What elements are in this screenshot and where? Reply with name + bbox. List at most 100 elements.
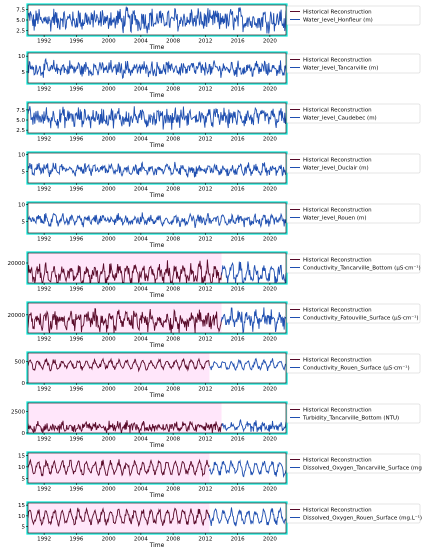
subplot-10: 5 10 15 1992 1996 2000 2004 2008 2012 2016 2020 Tim… <box>18 451 422 499</box>
x-tick-label: 2008 <box>166 237 180 243</box>
plot-area <box>28 106 286 130</box>
x-tick-label: 2020 <box>263 487 277 493</box>
y-tick-label: 10 <box>18 203 25 209</box>
reconstruction-region-shade <box>28 453 210 483</box>
x-tick-label: 2000 <box>102 387 116 393</box>
subplot-5: 5 10 1992 1996 2000 2004 2008 2012 2016 2020 Time H… <box>18 201 421 249</box>
subplot-8: 0 500 1992 1996 2000 2004 2008 2012 2016 2020 Time… <box>15 351 421 399</box>
subplot-highlight-box <box>26 151 288 185</box>
reconstruction-region-shade <box>28 353 210 383</box>
subplot-9: 0 2500 1992 1996 2000 2004 2008 2012 2016 2020 Tim… <box>11 401 421 449</box>
x-tick-label: 2004 <box>134 87 148 93</box>
reconstruction-region-shade <box>28 503 210 533</box>
legend-label-observed: Water_level_Caudebec (m) <box>303 116 377 122</box>
x-tick-label: 2000 <box>102 237 116 243</box>
x-tick-label: 2016 <box>231 387 245 393</box>
legend-box <box>286 5 421 26</box>
x-tick-label: 1992 <box>37 237 51 243</box>
y-tick-label: 7.5 <box>16 7 25 13</box>
historical-reconstruction-line <box>28 259 222 283</box>
x-axis-label: Time <box>149 92 165 99</box>
y-tick-label: 5.0 <box>16 18 25 24</box>
x-tick-label: 2008 <box>166 487 180 493</box>
y-tick-label: 20000 <box>8 313 26 319</box>
x-tick-label: 2004 <box>134 237 148 243</box>
x-tick-label: 2000 <box>102 87 116 93</box>
x-axis-label: Time <box>149 192 165 199</box>
x-tick-label: 1992 <box>37 487 51 493</box>
y-tick-label: 5 <box>22 70 26 76</box>
plot-frame <box>27 102 287 134</box>
subplot-3: 2.5 5.0 7.5 1992 1996 2000 2004 2008 2012 2016 202… <box>16 101 421 149</box>
y-tick-label: 0 <box>22 381 26 387</box>
observed-series-line <box>221 307 286 333</box>
x-axis-label: Time <box>149 342 165 349</box>
legend-label-observed: Water_level_Rouen (m) <box>303 216 367 222</box>
legend: Historical Reconstruction Water_level_Rou… <box>286 203 421 224</box>
legend: Historical ReconstructionDissolved_Oxyge… <box>286 503 422 524</box>
y-tick-label: 0 <box>22 431 26 437</box>
x-tick-label: 2020 <box>263 437 277 443</box>
subplot-1: 2.5 5.0 7.5 1992 1996 2000 2004 2008 2012 2016 202… <box>16 3 421 51</box>
plot-frame <box>27 252 287 284</box>
x-axis-label: Time <box>149 442 165 449</box>
x-tick-label: 1996 <box>69 39 83 45</box>
subplot-2: 5 10 1992 1996 2000 2004 2008 2012 2016 2020 Time H… <box>18 51 421 99</box>
x-tick-label: 1992 <box>37 287 51 293</box>
x-tick-label: 2016 <box>231 487 245 493</box>
plot-frame <box>27 202 287 234</box>
legend-label-observed: Water_level_Honfleur (m) <box>303 18 373 24</box>
x-tick-label: 1992 <box>37 387 51 393</box>
observed-series-line <box>28 57 286 80</box>
x-tick-label: 2020 <box>263 387 277 393</box>
legend-box <box>286 53 421 74</box>
plot-area <box>28 419 286 433</box>
x-tick-label: 2000 <box>102 39 116 45</box>
legend-label-observed: Conductivity_Tancarville_Bottom (µS·cm⁻¹… <box>303 265 421 272</box>
x-axis-label: Time <box>149 242 165 249</box>
y-tick-label: 2500 <box>11 410 25 416</box>
plot-area <box>28 506 286 528</box>
legend-box <box>286 103 421 124</box>
x-tick-label: 2004 <box>134 287 148 293</box>
y-tick-label: 10 <box>18 153 25 159</box>
x-tick-label: 1992 <box>37 187 51 193</box>
x-tick-label: 2020 <box>263 287 277 293</box>
y-tick-label: 5 <box>22 219 26 225</box>
x-axis-label: Time <box>149 142 165 149</box>
legend-label-historical: Historical Reconstruction <box>303 458 372 464</box>
y-tick-label: 2.5 <box>16 29 25 35</box>
x-tick-label: 1996 <box>69 287 83 293</box>
observed-series-line <box>209 357 286 372</box>
legend: Historical ReconstructionDissolved_Oxyge… <box>286 453 422 474</box>
plot-area <box>28 259 286 283</box>
observed-series-line <box>221 419 286 433</box>
legend: Historical Reconstruction Water_level_Tan… <box>286 53 421 74</box>
x-tick-label: 1996 <box>69 387 83 393</box>
legend-box <box>286 453 421 474</box>
x-tick-label: 2016 <box>231 187 245 193</box>
subplot-6: 20000 1992 1996 2000 2004 2008 2012 2016 2020 Tim… <box>8 251 421 299</box>
plot-frame <box>27 452 287 484</box>
legend-label-historical: Historical Reconstruction <box>303 408 372 414</box>
legend-label-historical: Historical Reconstruction <box>303 308 372 314</box>
x-tick-label: 2004 <box>134 337 148 343</box>
x-tick-label: 2004 <box>134 137 148 143</box>
x-tick-label: 2000 <box>102 437 116 443</box>
y-tick-label: 5 <box>22 525 26 531</box>
x-tick-label: 2020 <box>263 137 277 143</box>
observed-series-line <box>28 106 286 130</box>
x-tick-label: 2016 <box>231 437 245 443</box>
y-tick-label: 10 <box>18 54 25 60</box>
y-tick-label: 10 <box>18 514 25 520</box>
legend-label-historical: Historical Reconstruction <box>303 258 372 264</box>
x-tick-label: 2008 <box>166 137 180 143</box>
x-axis-label: Time <box>149 292 165 299</box>
x-tick-label: 2004 <box>134 437 148 443</box>
x-tick-label: 1992 <box>37 137 51 143</box>
plot-area <box>28 57 286 80</box>
plot-area <box>28 357 286 373</box>
x-tick-label: 2008 <box>166 87 180 93</box>
legend-label-observed: Water_level_Tancarville (m) <box>303 66 378 72</box>
legend-label-historical: Historical Reconstruction <box>303 10 372 16</box>
